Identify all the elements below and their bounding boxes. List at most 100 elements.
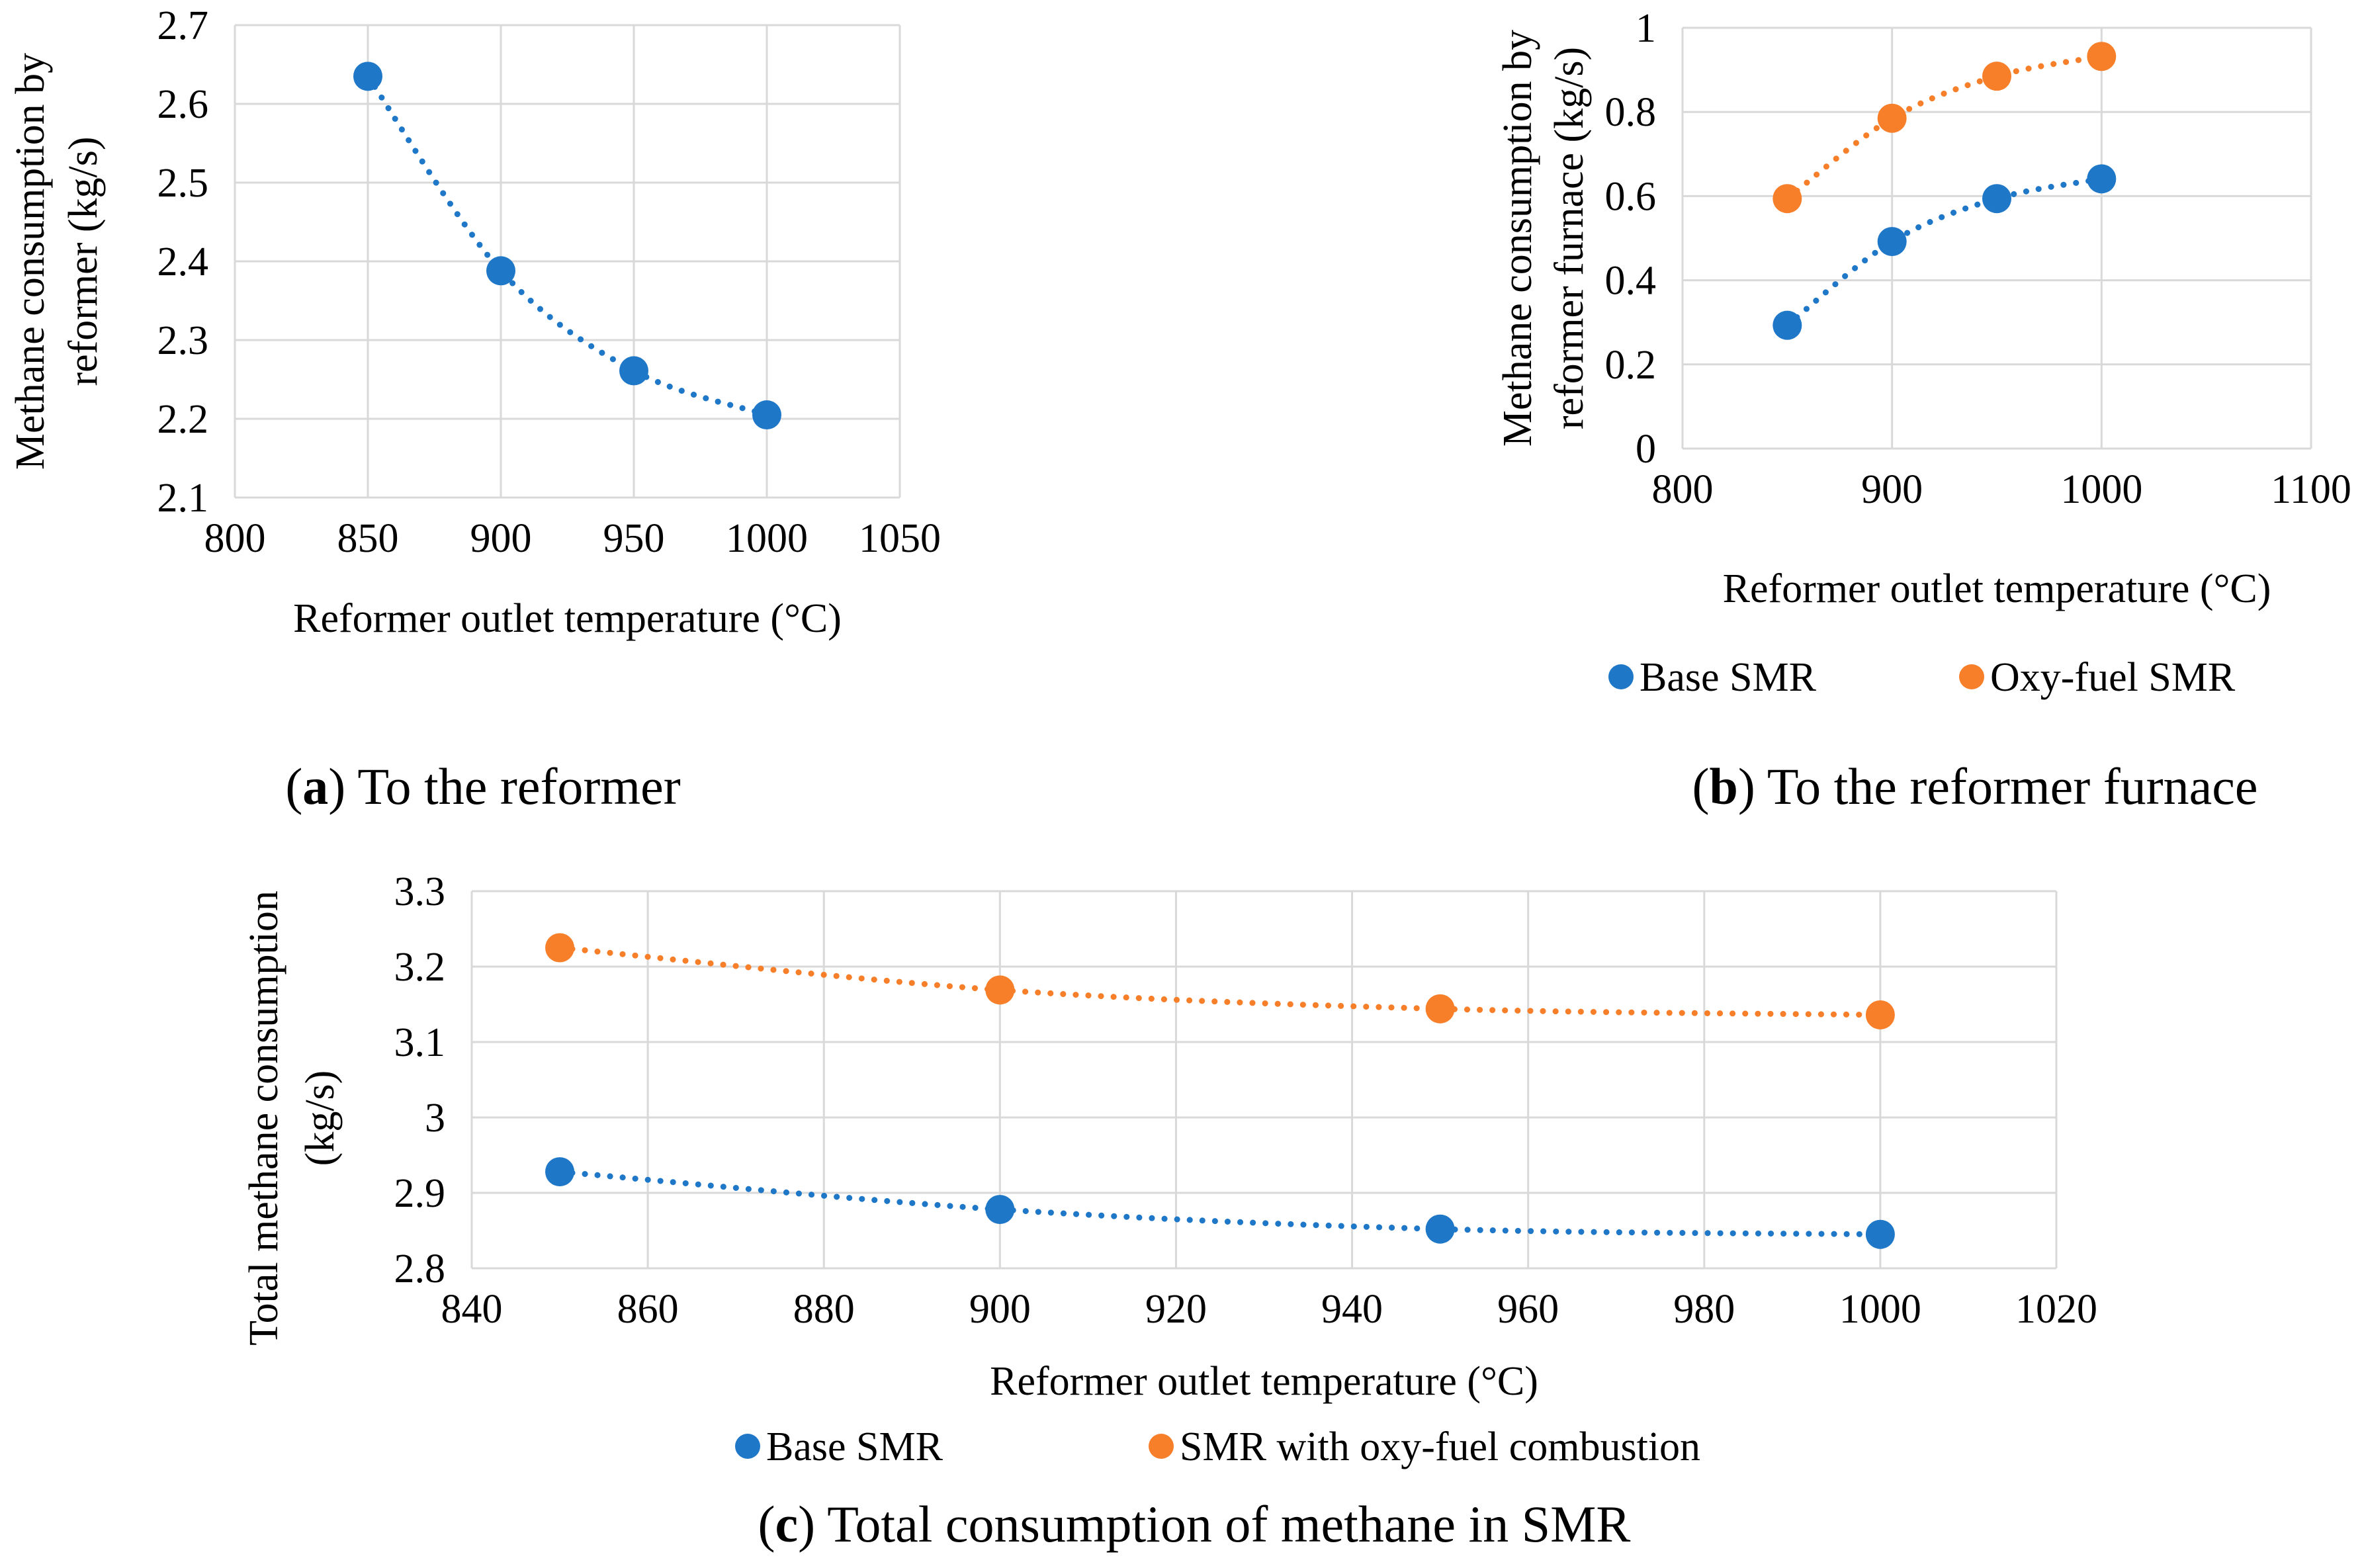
series-base-smr	[1773, 164, 2117, 340]
data-point	[1982, 184, 2011, 214]
y-axis-ticks: 0 0.2 0.4 0.6 0.8 1	[1605, 6, 1657, 472]
y-axis-title-line: reformer furnace (kg/s)	[1547, 47, 1592, 429]
gridlines	[470, 890, 2058, 1270]
trendline	[556, 945, 1884, 1018]
series-oxy-fuel-smr	[1773, 42, 2117, 214]
legend-item: Base SMR	[735, 1424, 943, 1469]
y-tick-label: 3.2	[394, 945, 446, 990]
caption-letter: c	[775, 1495, 799, 1553]
data-point	[545, 933, 575, 963]
y-tick-label: 0	[1636, 427, 1656, 472]
x-tick-label: 940	[1321, 1287, 1383, 1332]
caption: (b) To the reformer furnace	[1692, 758, 2257, 815]
y-axis-title-line: Total methane consumption	[241, 891, 286, 1346]
y-axis-title-line: (kg/s)	[298, 1070, 343, 1166]
data-point	[1425, 1214, 1455, 1244]
x-tick-label: 900	[969, 1287, 1031, 1332]
y-tick-label: 2.5	[157, 161, 209, 206]
x-tick-label: 960	[1497, 1287, 1559, 1332]
legend-marker	[1149, 1434, 1174, 1459]
y-tick-label: 0.2	[1605, 343, 1657, 388]
y-tick-label: 2.8	[394, 1246, 446, 1291]
data-point	[619, 356, 648, 386]
x-tick-label: 850	[337, 516, 399, 561]
data-point	[1773, 310, 1802, 340]
x-axis-title: Reformer outlet temperature (°C)	[1723, 566, 2271, 611]
y-tick-label: 2.3	[157, 318, 209, 363]
data-point	[2087, 164, 2117, 194]
y-tick-label: 0.4	[1605, 259, 1657, 304]
y-tick-label: 2.7	[157, 3, 209, 48]
y-axis-title-line: Methane consumption by	[1495, 30, 1540, 447]
series-smr-with-oxy-fuel-combustion	[545, 933, 1895, 1029]
y-tick-label: 2.6	[157, 82, 209, 127]
data-point	[2087, 42, 2117, 71]
caption-letter: b	[1709, 758, 1737, 815]
legend: Base SMR Oxy-fuel SMR	[1608, 655, 2236, 700]
trendline	[1784, 175, 2105, 329]
legend-item: SMR with oxy-fuel combustion	[1149, 1424, 1700, 1469]
trendline	[365, 73, 770, 418]
legend-marker	[1959, 664, 1984, 689]
series-base-smr	[545, 1157, 1895, 1249]
series-main	[353, 62, 781, 430]
x-tick-label: 980	[1673, 1287, 1735, 1332]
y-axis-title-line: Methane consumption by	[8, 53, 53, 470]
x-tick-label: 800	[1652, 467, 1714, 512]
y-axis-title-line: reformer (kg/s)	[61, 137, 106, 386]
legend-label: Base SMR	[1640, 655, 1817, 700]
y-tick-label: 2.4	[157, 240, 209, 284]
gridlines	[234, 24, 901, 499]
x-axis-ticks: 800 900 1000 1100	[1652, 467, 2351, 512]
trendline	[556, 1168, 1884, 1238]
x-tick-label: 1000	[2060, 467, 2142, 512]
data-point	[752, 400, 781, 430]
y-tick-label: 1	[1636, 6, 1656, 51]
caption-text: ) To the reformer	[328, 758, 680, 815]
x-tick-label: 900	[1861, 467, 1923, 512]
caption-paren: (	[758, 1495, 775, 1553]
x-tick-label: 840	[441, 1287, 503, 1332]
y-tick-label: 2.2	[157, 397, 209, 442]
x-tick-label: 1050	[859, 516, 941, 561]
caption-paren: (	[285, 758, 302, 815]
x-axis-ticks: 840 860 880 900 920 940 960 980 1000 1020	[441, 1287, 2098, 1332]
x-axis-title: Reformer outlet temperature (°C)	[293, 596, 842, 641]
x-tick-label: 950	[603, 516, 665, 561]
legend-item: Base SMR	[1608, 655, 1817, 700]
data-point	[985, 1195, 1015, 1225]
data-point	[486, 256, 515, 286]
legend-item: Oxy-fuel SMR	[1959, 655, 2236, 700]
x-tick-label: 1020	[2015, 1287, 2097, 1332]
legend-marker	[735, 1434, 760, 1459]
x-tick-label: 1000	[1839, 1287, 1921, 1332]
caption-paren: (	[1692, 758, 1709, 815]
legend-label: Oxy-fuel SMR	[1990, 655, 2236, 700]
caption-text: ) Total consumption of methane in SMR	[798, 1495, 1630, 1553]
data-point	[1877, 227, 1907, 257]
data-point	[1877, 103, 1907, 133]
x-tick-label: 880	[793, 1287, 855, 1332]
caption-text: ) To the reformer furnace	[1738, 758, 2258, 815]
x-tick-label: 1100	[2271, 467, 2351, 512]
y-tick-label: 0.8	[1605, 90, 1657, 135]
x-tick-label: 920	[1145, 1287, 1207, 1332]
y-tick-label: 2.9	[394, 1171, 446, 1216]
data-point	[1773, 184, 1802, 214]
chart-a-to-reformer: 800 850 900 950 1000 10502.12.22.32.42.52.62.…	[8, 3, 941, 815]
x-tick-label: 1000	[726, 516, 808, 561]
y-axis-ticks: 2.8 2.9 3 3.1 3.2 3.3	[394, 869, 446, 1291]
data-point	[1865, 1000, 1895, 1029]
data-point	[1865, 1219, 1895, 1249]
x-axis-ticks: 800 850 900 950 1000 1050	[204, 516, 941, 561]
x-tick-label: 860	[617, 1287, 679, 1332]
y-tick-label: 3	[425, 1096, 445, 1141]
x-tick-label: 900	[470, 516, 532, 561]
data-point	[1425, 994, 1455, 1024]
y-tick-label: 3.3	[394, 869, 446, 914]
caption: (a) To the reformer	[285, 758, 680, 815]
legend-label: SMR with oxy-fuel combustion	[1180, 1424, 1700, 1469]
legend-marker	[1608, 664, 1634, 689]
x-axis-title: Reformer outlet temperature (°C)	[990, 1359, 1538, 1404]
data-point	[353, 62, 382, 91]
